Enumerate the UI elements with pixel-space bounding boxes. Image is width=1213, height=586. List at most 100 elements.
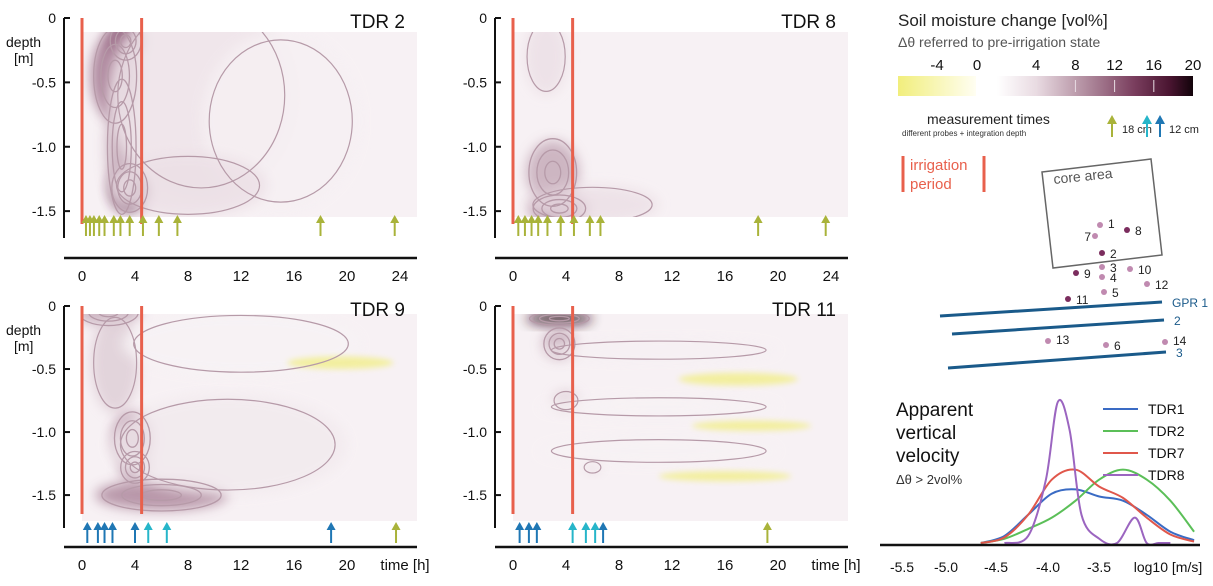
measurement-arrow (138, 215, 148, 236)
y-axis-label: depth (6, 322, 41, 338)
probe-11: 11 (1065, 293, 1089, 307)
y-tick-label: -1.5 (463, 487, 487, 503)
x-tick-label: 24 (823, 268, 840, 285)
probe-dot (1065, 296, 1071, 302)
velocity-title-3: velocity (896, 446, 960, 467)
measurement-arrow (556, 215, 566, 236)
measurement-arrow (154, 215, 164, 236)
x-tick-label: 8 (615, 268, 623, 285)
contour-line (129, 461, 141, 474)
moisture-blob (539, 340, 778, 361)
y-tick-label: -1.5 (463, 203, 487, 219)
x-tick-label: 12 (233, 557, 250, 574)
measurement-arrow (316, 215, 325, 236)
x-tick-label: 0 (78, 268, 86, 285)
x-tick-label: 12 (664, 268, 681, 285)
colorbar-tick-label: 8 (1071, 57, 1079, 74)
measurement-arrow (590, 522, 600, 543)
probe-label: 8 (1135, 224, 1142, 238)
contour-line (549, 203, 569, 214)
moisture-negative-blob (691, 420, 812, 431)
contour-line (107, 59, 123, 93)
tdr-panel-2: 0 -0.5 -1.0 -1.5 TDR 8 0 4 8 12 16 20 24 (463, 10, 848, 285)
probe-12: 12 (1144, 278, 1169, 292)
probe-10: 10 (1127, 263, 1152, 277)
measurement-arrow (125, 215, 135, 236)
y-tick-label: -1.5 (32, 487, 56, 503)
probe-dot (1103, 342, 1109, 348)
measurement-arrow (753, 215, 763, 236)
measurement-arrow (326, 522, 336, 543)
y-tick-label: -1.0 (32, 424, 56, 440)
probe-label: 5 (1112, 286, 1119, 300)
x-tick-label: 0 (509, 557, 517, 574)
arrow-18cm-icon (1107, 115, 1117, 137)
measurement-arrow (598, 522, 608, 543)
probe-1: 1 (1097, 217, 1115, 231)
moisture-blob (108, 394, 347, 496)
legend-label-tdr1: TDR1 (1148, 401, 1185, 417)
contour-line (532, 186, 653, 217)
probe-13: 13 (1045, 333, 1070, 347)
moisture-negative-blob (678, 372, 798, 386)
velocity-line-tdr7 (980, 468, 1195, 544)
contour-line (111, 162, 149, 213)
y-axis-label: [m] (14, 338, 33, 354)
probe-2: 2 (1099, 247, 1117, 261)
measurement-arrow (762, 522, 772, 543)
contour-line (123, 179, 137, 197)
heat-field (82, 32, 417, 217)
colorbar-legend: Soil moisture change [vol%] Δθ referred … (898, 11, 1201, 96)
x-tick-label: 4 (562, 557, 570, 574)
tdr-panel-3: 0 -0.5 -1.0 -1.5 depth[m] TDR 9 0 4 8 12 16 20 time … (6, 298, 430, 574)
probe-label: 2 (1110, 247, 1117, 261)
x-tick-label: 0 (509, 268, 517, 285)
probe-dot (1101, 289, 1107, 295)
velocity-x-tick-label: -3.5 (1087, 559, 1111, 575)
x-tick-label: 4 (562, 268, 570, 285)
x-tick-label: 24 (392, 268, 409, 285)
measurement-arrow (513, 215, 523, 236)
gpr-label-1: GPR 1 (1172, 296, 1208, 310)
measurement-arrow (515, 522, 525, 543)
colorbar-positive (997, 76, 1193, 96)
x-tick-label: 20 (770, 268, 787, 285)
probe-dot (1073, 270, 1079, 276)
contour-line (548, 315, 570, 322)
probe-dot (1099, 274, 1105, 280)
measurement-arrow (94, 215, 104, 236)
measurement-arrow (595, 215, 605, 236)
probe-dot (1162, 339, 1168, 345)
contour-line (100, 43, 131, 109)
probe-dot (1124, 227, 1130, 233)
y-tick-label: 0 (479, 298, 487, 314)
velocity-line-tdr2 (980, 468, 1195, 544)
moisture-blob (524, 32, 568, 96)
contour-line (115, 155, 261, 215)
irrigation-label-1: irrigation (910, 157, 968, 174)
colorbar-tick-label: 4 (1032, 57, 1040, 74)
x-tick-label: 20 (770, 557, 787, 574)
contour-line (117, 32, 286, 189)
tdr-panel-4: 0 -0.5 -1.0 -1.5 TDR 11 0 4 8 12 16 20 time [h] (463, 298, 861, 574)
core-area-label: core area (1053, 165, 1114, 187)
y-axis-label: depth (6, 34, 41, 50)
y-axis-label: [m] (14, 50, 33, 66)
x-tick-label: 8 (184, 268, 192, 285)
y-tick-label: -0.5 (32, 74, 56, 90)
measurement-arrow (821, 215, 831, 236)
gpr-lines: GPR 1 2 3 (939, 296, 1208, 370)
probe-6: 6 (1103, 339, 1121, 353)
probe-label: 11 (1076, 293, 1089, 307)
probe-label: 9 (1084, 267, 1091, 281)
contour-line (532, 194, 587, 217)
moisture-blob (108, 153, 268, 217)
x-tick-label: 8 (184, 557, 192, 574)
colorbar-negative (898, 76, 976, 96)
colorbar-tick-label: 12 (1106, 57, 1123, 74)
y-tick-label: 0 (479, 10, 487, 26)
measurement-arrow (585, 215, 595, 236)
probe-9: 9 (1073, 267, 1091, 281)
